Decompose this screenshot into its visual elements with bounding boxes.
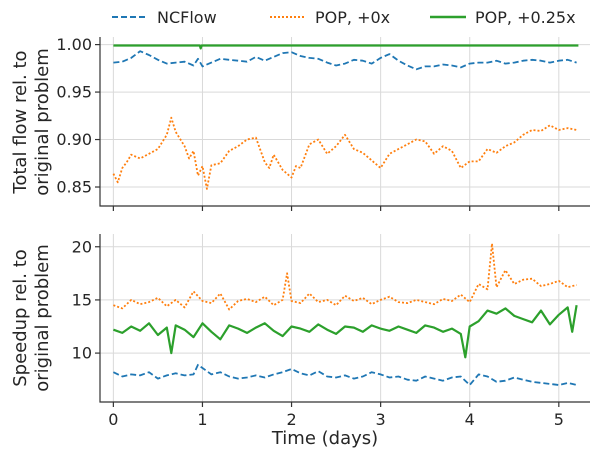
ylabel-bottom-line1: Speedup rel. to — [10, 249, 31, 387]
xtick-label: 1 — [197, 410, 207, 429]
legend-label-ncflow: NCFlow — [157, 8, 217, 27]
legend: NCFlow POP, +0x POP, +0.25x — [112, 8, 576, 27]
series-line-ncflow — [113, 50, 577, 71]
series-line-pop-0-25x — [113, 44, 579, 50]
series-line-ncflow — [113, 363, 577, 386]
yticks-top: 0.85 0.90 0.95 1.00 — [56, 35, 100, 197]
ytick-label: 10 — [72, 344, 92, 363]
xticks-top — [112, 206, 560, 211]
xtick-label: 4 — [465, 410, 475, 429]
ytick-label: 0.95 — [56, 83, 92, 102]
xtick-label: 0 — [108, 410, 118, 429]
panel-speedup: 10 15 20 0 1 2 3 4 5 Speedup rel. to original p… — [10, 234, 590, 429]
ytick-label: 0.85 — [56, 178, 92, 197]
yticks-bottom: 10 15 20 — [72, 237, 100, 363]
legend-label-pop025: POP, +0.25x — [475, 8, 576, 27]
ylabel-top-line1: Total flow rel. to — [10, 50, 31, 194]
series-layer-top — [112, 44, 579, 190]
xticks-bottom: 0 1 2 3 4 5 — [108, 402, 564, 429]
grid-bottom — [100, 234, 590, 402]
ylabel-bottom-line2: original problem — [32, 244, 53, 391]
spines-top — [99, 37, 590, 207]
spines-bottom — [99, 234, 590, 403]
series-line-pop-0-25x — [113, 305, 578, 359]
ytick-label: 15 — [72, 290, 92, 309]
x-axis-label: Time (days) — [271, 428, 378, 449]
series-line-pop-0x — [112, 116, 577, 190]
legend-label-pop0: POP, +0x — [315, 8, 390, 27]
xtick-label: 5 — [554, 410, 564, 429]
panel-total-flow: 0.85 0.90 0.95 1.00 Total flow rel. to orig… — [10, 35, 590, 211]
ylabel-top-line2: original problem — [32, 48, 53, 195]
ytick-label: 20 — [72, 237, 92, 256]
ytick-label: 0.90 — [56, 130, 92, 149]
xtick-label: 3 — [376, 410, 386, 429]
ytick-label: 1.00 — [56, 35, 92, 54]
xtick-label: 2 — [286, 410, 296, 429]
series-layer-bottom — [113, 242, 578, 386]
